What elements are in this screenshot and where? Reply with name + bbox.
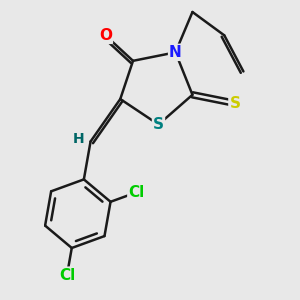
Text: Cl: Cl [59,268,75,283]
Text: N: N [169,45,182,60]
Text: H: H [73,132,85,146]
Text: S: S [153,117,164,132]
Text: S: S [230,96,240,111]
Text: Cl: Cl [128,185,145,200]
Text: O: O [99,28,112,43]
